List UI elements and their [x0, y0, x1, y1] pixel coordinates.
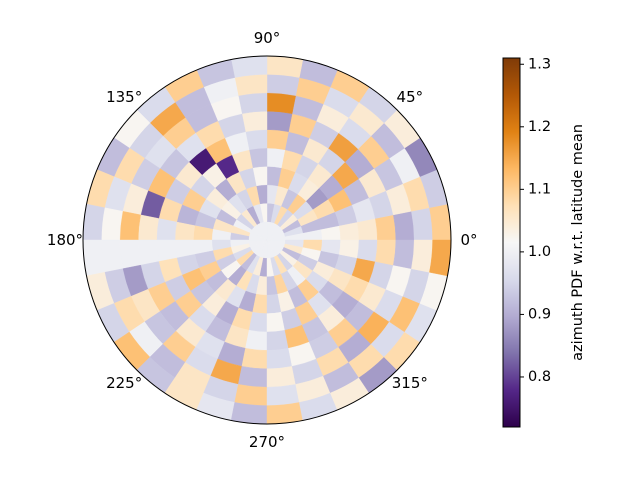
heatmap-cell	[230, 55, 268, 78]
heatmap-cell	[234, 74, 268, 96]
heatmap-cell	[429, 239, 452, 277]
colorbar-tick-label: 0.9	[528, 306, 551, 322]
heatmap-cell	[393, 239, 415, 269]
heatmap-cell	[266, 366, 296, 388]
heatmap-cell	[101, 239, 123, 273]
heatmap-cell	[101, 207, 123, 241]
heatmap-cell	[375, 214, 397, 241]
heatmap-cell	[266, 129, 289, 151]
heatmap-cell	[375, 239, 397, 266]
heatmap-cell	[356, 239, 378, 262]
angular-tick-label: 315°	[392, 374, 428, 392]
polar-axes-frame	[82, 55, 452, 425]
heatmap-cell	[245, 329, 268, 351]
angular-tick-label: 135°	[106, 88, 142, 106]
heatmap-cell	[411, 239, 433, 273]
colorbar-label: azimuth PDF w.r.t. latitude mean	[570, 124, 586, 361]
heatmap-cell	[156, 239, 178, 262]
heatmap-cell	[266, 74, 300, 96]
colorbar-tick-label: 1.0	[528, 244, 551, 260]
heatmap-cell	[429, 203, 452, 241]
heatmap-cell	[82, 203, 105, 241]
heatmap-cell	[266, 348, 293, 370]
polar-heatmap-cells	[82, 55, 452, 425]
colorbar-ticks: 0.8 0.9 1.0 1.1 1.2 1.3	[520, 56, 551, 385]
angular-tick-label: 270°	[249, 433, 285, 451]
heatmap-cell	[356, 218, 378, 241]
angular-tick-labels: 0° 45° 90° 135° 180° 225° 270° 315°	[47, 29, 478, 451]
heatmap-cell	[230, 402, 268, 425]
heatmap-cell	[238, 366, 268, 388]
angular-tick-label: 180°	[47, 231, 83, 249]
heatmap-cell	[137, 214, 159, 241]
heatmap-cell	[119, 239, 141, 269]
heatmap-cell	[266, 55, 304, 78]
heatmap-cell	[245, 129, 268, 151]
heatmap-cell	[266, 110, 293, 132]
heatmap-cell	[137, 239, 159, 266]
angular-tick-label: 90°	[254, 29, 281, 47]
heatmap-cell	[234, 384, 268, 406]
heatmap-cell	[156, 218, 178, 241]
heatmap-cell	[238, 92, 268, 114]
heatmap-cell	[241, 110, 268, 132]
angular-tick-label: 45°	[397, 88, 424, 106]
colorbar	[502, 57, 521, 428]
angular-tick-label: 0°	[460, 231, 477, 249]
heatmap-cell	[82, 239, 105, 277]
heatmap-cell	[119, 211, 141, 241]
heatmap-cell	[266, 384, 300, 406]
colorbar-tick-label: 1.2	[528, 119, 551, 135]
colorbar-tick-label: 1.1	[528, 181, 551, 197]
heatmap-cell	[266, 92, 296, 114]
colorbar-tick-label: 0.8	[528, 369, 551, 385]
colorbar-tick-label: 1.3	[528, 56, 551, 72]
heatmap-cell	[266, 402, 304, 425]
heatmap-cell	[393, 211, 415, 241]
heatmap-cell	[266, 329, 289, 351]
heatmap-cell	[241, 348, 268, 370]
heatmap-cell	[411, 207, 433, 241]
angular-tick-label: 225°	[106, 374, 142, 392]
